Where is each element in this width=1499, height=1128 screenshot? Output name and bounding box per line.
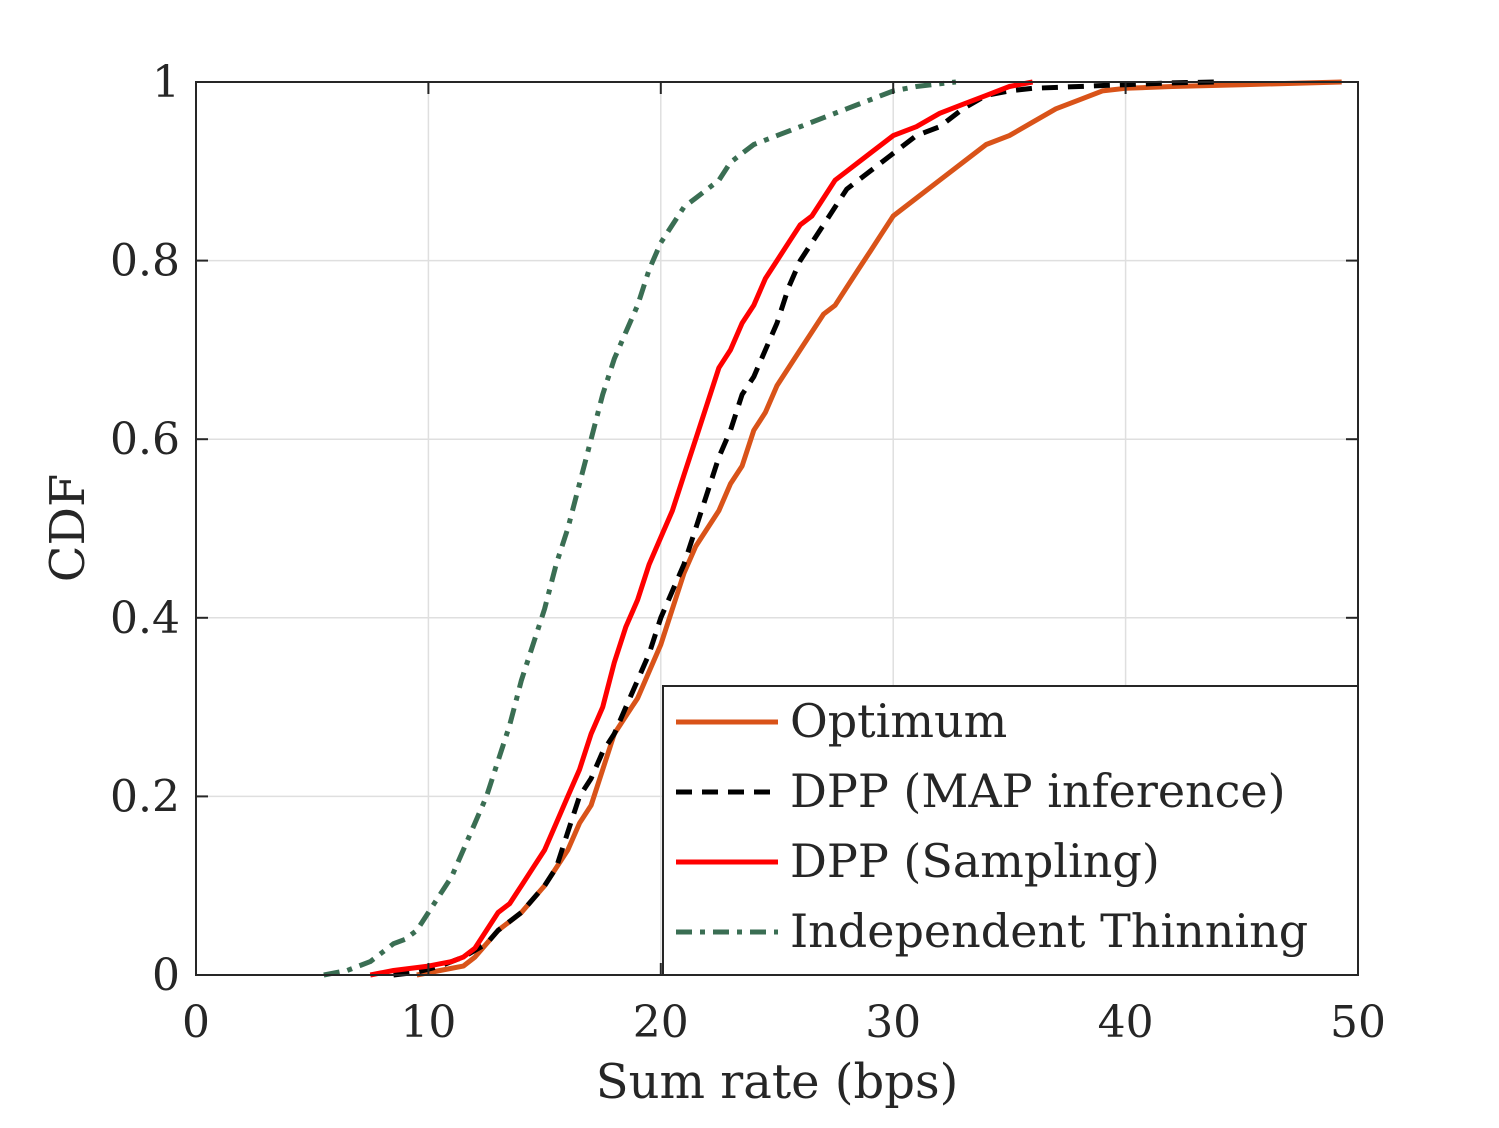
y-tick-label: 0.6 [110,414,180,465]
x-tick-label: 0 [182,997,210,1048]
x-tick-label: 40 [1098,997,1154,1048]
y-tick-label: 1 [152,57,180,108]
x-tick-label: 10 [400,997,456,1048]
series-line-dpp-sampling [369,79,1034,978]
legend-entry-label: DPP (MAP inference) [790,764,1286,818]
x-tick-label: 20 [633,997,689,1048]
tick-layer: 0 10 20 30 40 50 0 0.2 0.4 0.6 0.8 1 [110,57,1386,1048]
x-axis-label: Sum rate (bps) [596,1054,959,1110]
series-line-independent-thinning [323,79,957,978]
series-line-optimum [416,79,1342,978]
y-tick-label: 0.8 [110,236,180,287]
x-tick-label: 30 [865,997,921,1048]
legend-entry-label: Optimum [790,694,1007,748]
legend-entry-label: DPP (Sampling) [790,834,1160,888]
series-layer [323,79,1342,978]
legend-box [662,685,1359,976]
y-tick-label: 0.4 [110,593,180,644]
y-tick-label: 0 [152,950,180,1001]
x-tick-label: 50 [1330,997,1386,1048]
legend-entry-label: Independent Thinning [790,904,1308,958]
y-tick-label: 0.2 [110,771,180,822]
series-line-dpp-map-inference [393,79,1214,978]
y-axis-label: CDF [40,474,96,583]
legend: Optimum DPP (MAP inference) DPP (Sampling)… [662,685,1359,976]
